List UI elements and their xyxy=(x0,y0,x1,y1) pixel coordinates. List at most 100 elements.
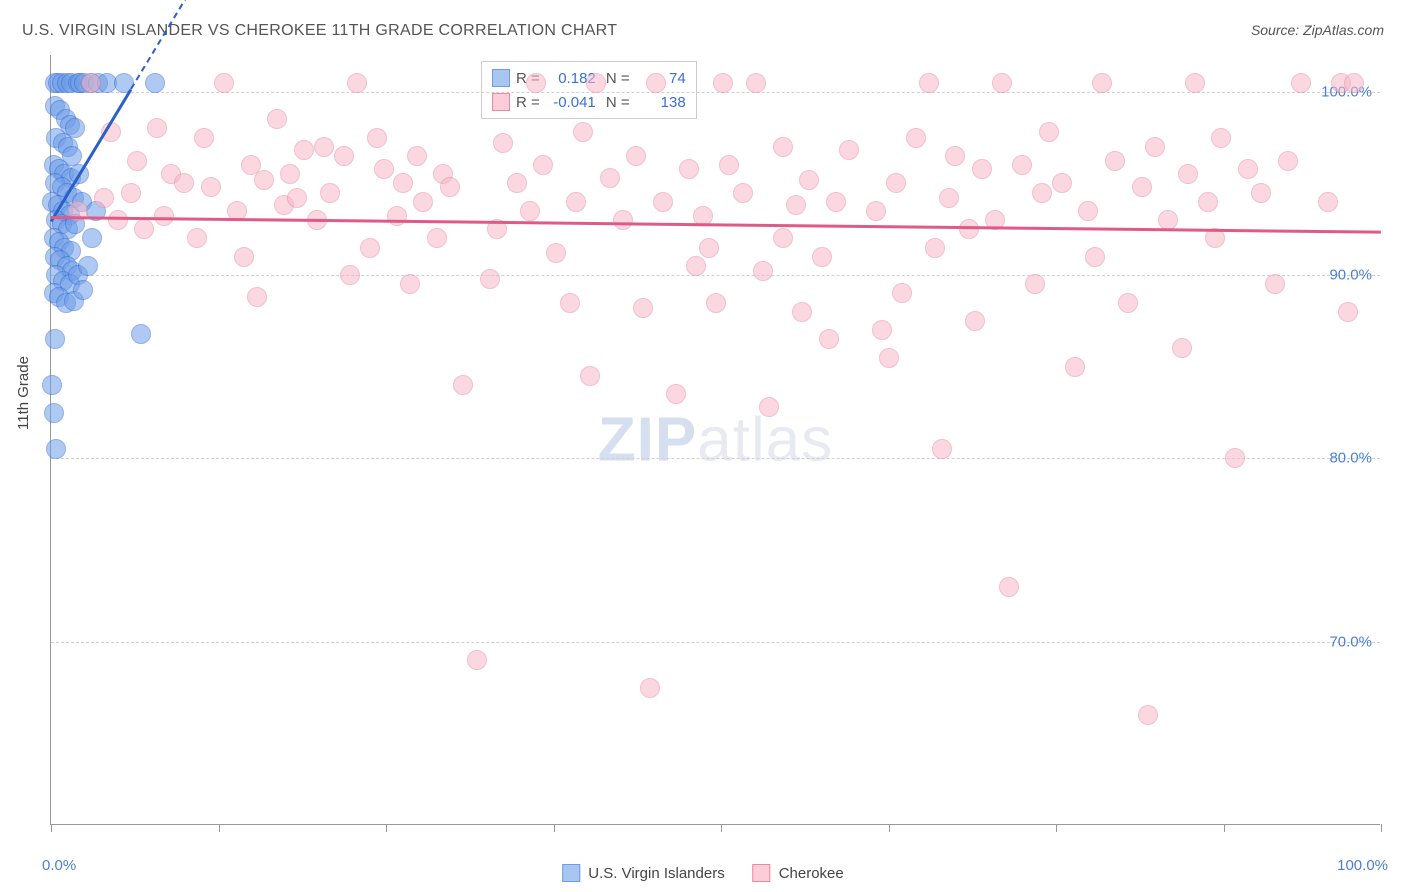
scatter-point xyxy=(1039,122,1059,142)
scatter-point xyxy=(773,228,793,248)
scatter-point xyxy=(1092,73,1112,93)
scatter-point xyxy=(886,173,906,193)
scatter-point xyxy=(347,73,367,93)
scatter-point xyxy=(44,403,64,423)
scatter-point xyxy=(533,155,553,175)
scatter-point xyxy=(1025,274,1045,294)
grid-line xyxy=(51,92,1380,93)
scatter-point xyxy=(919,73,939,93)
scatter-point xyxy=(1078,201,1098,221)
scatter-point xyxy=(866,201,886,221)
scatter-point xyxy=(108,210,128,230)
scatter-point xyxy=(646,73,666,93)
scatter-point xyxy=(892,283,912,303)
scatter-point xyxy=(247,287,267,307)
scatter-point xyxy=(214,73,234,93)
scatter-point xyxy=(586,73,606,93)
scatter-point xyxy=(792,302,812,322)
scatter-point xyxy=(267,109,287,129)
x-tick xyxy=(386,824,387,832)
stat-r-label: R = xyxy=(516,94,540,111)
grid-line xyxy=(51,275,1380,276)
stat-r-value-1: -0.041 xyxy=(546,94,596,111)
scatter-point xyxy=(81,73,101,93)
bottom-legend: U.S. Virgin Islanders Cherokee xyxy=(562,864,844,882)
legend-swatch-0 xyxy=(562,864,580,882)
scatter-point xyxy=(925,238,945,258)
x-tick xyxy=(1056,824,1057,832)
scatter-point xyxy=(121,183,141,203)
scatter-point xyxy=(879,348,899,368)
scatter-point xyxy=(686,256,706,276)
scatter-point xyxy=(1138,705,1158,725)
swatch-series-0 xyxy=(492,69,510,87)
scatter-point xyxy=(145,73,165,93)
scatter-point xyxy=(134,219,154,239)
scatter-point xyxy=(1338,302,1358,322)
x-tick xyxy=(554,824,555,832)
scatter-point xyxy=(1158,210,1178,230)
scatter-point xyxy=(1344,73,1364,93)
scatter-point xyxy=(959,219,979,239)
scatter-point xyxy=(1238,159,1258,179)
scatter-point xyxy=(992,73,1012,93)
scatter-point xyxy=(73,280,93,300)
scatter-point xyxy=(786,195,806,215)
scatter-point xyxy=(872,320,892,340)
stats-row-series-1: R = -0.041 N = 138 xyxy=(492,90,686,114)
scatter-point xyxy=(127,151,147,171)
grid-line xyxy=(51,458,1380,459)
scatter-point xyxy=(626,146,646,166)
scatter-point xyxy=(746,73,766,93)
scatter-point xyxy=(999,577,1019,597)
grid-line xyxy=(51,642,1380,643)
scatter-point xyxy=(400,274,420,294)
scatter-point xyxy=(773,137,793,157)
x-tick xyxy=(721,824,722,832)
y-tick-label: 90.0% xyxy=(1329,267,1372,284)
scatter-point xyxy=(526,73,546,93)
scatter-point xyxy=(932,439,952,459)
scatter-point xyxy=(1032,183,1052,203)
scatter-point xyxy=(287,188,307,208)
legend-item-0: U.S. Virgin Islanders xyxy=(562,864,724,882)
scatter-point xyxy=(819,329,839,349)
scatter-point xyxy=(566,192,586,212)
scatter-point xyxy=(453,375,473,395)
scatter-point xyxy=(972,159,992,179)
scatter-point xyxy=(367,128,387,148)
x-tick xyxy=(219,824,220,832)
scatter-point xyxy=(520,201,540,221)
scatter-point xyxy=(826,192,846,212)
stat-n-label: N = xyxy=(602,94,630,111)
scatter-point xyxy=(1318,192,1338,212)
scatter-point xyxy=(799,170,819,190)
scatter-point xyxy=(812,247,832,267)
scatter-point xyxy=(699,238,719,258)
scatter-point xyxy=(1145,137,1165,157)
y-tick-label: 70.0% xyxy=(1329,633,1372,650)
y-tick-label: 80.0% xyxy=(1329,450,1372,467)
scatter-point xyxy=(131,324,151,344)
scatter-point xyxy=(280,164,300,184)
scatter-point xyxy=(573,122,593,142)
scatter-point xyxy=(1185,73,1205,93)
scatter-point xyxy=(546,243,566,263)
scatter-point xyxy=(1178,164,1198,184)
scatter-point xyxy=(906,128,926,148)
scatter-point xyxy=(78,256,98,276)
swatch-series-1 xyxy=(492,93,510,111)
scatter-point xyxy=(427,228,447,248)
scatter-point xyxy=(1105,151,1125,171)
scatter-point xyxy=(493,133,513,153)
scatter-point xyxy=(480,269,500,289)
scatter-point xyxy=(939,188,959,208)
scatter-point xyxy=(706,293,726,313)
scatter-point xyxy=(580,366,600,386)
scatter-point xyxy=(45,329,65,349)
scatter-point xyxy=(174,173,194,193)
scatter-point xyxy=(82,228,102,248)
scatter-point xyxy=(666,384,686,404)
legend-item-1: Cherokee xyxy=(753,864,844,882)
scatter-point xyxy=(320,183,340,203)
